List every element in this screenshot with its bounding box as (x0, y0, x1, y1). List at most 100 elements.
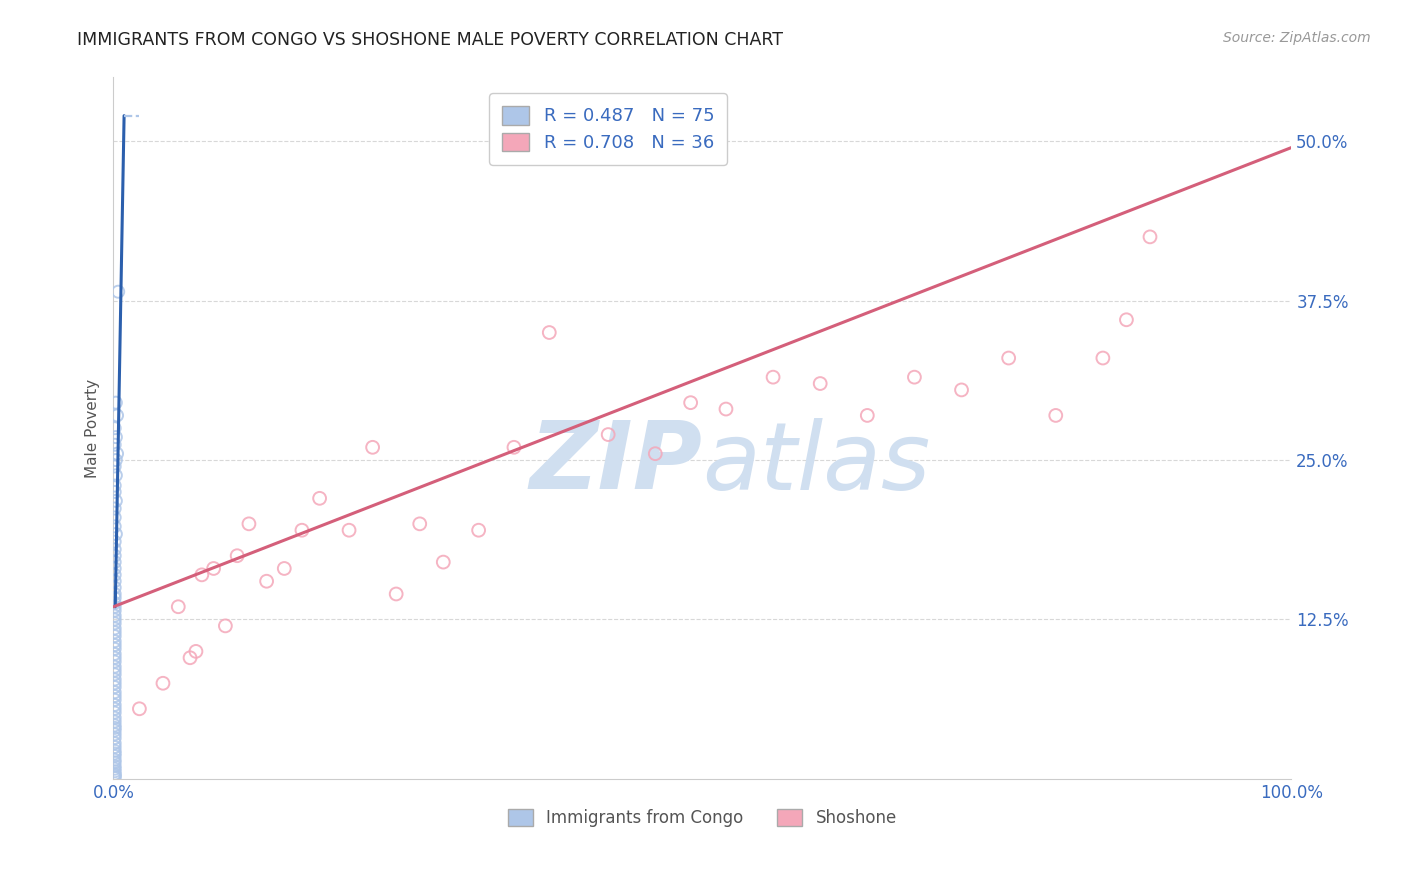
Point (104, 731, 127, 745)
Point (104, 647, 127, 661)
Point (104, 650, 127, 665)
Point (104, 693, 127, 707)
Point (467, 523, 489, 537)
Point (104, 727, 127, 741)
Point (104, 747, 127, 761)
Point (104, 468, 127, 483)
Point (152, 676, 174, 690)
Point (104, 587, 127, 601)
Point (104, 762, 127, 776)
Point (104, 567, 127, 582)
Point (256, 574, 278, 589)
Point (104, 629, 127, 643)
Point (104, 667, 127, 681)
Point (104, 764, 127, 779)
Point (997, 351, 1019, 365)
Point (104, 721, 127, 735)
Point (104, 453, 127, 467)
Point (104, 599, 127, 614)
Point (1115, 312, 1137, 326)
Point (903, 370, 925, 384)
Point (104, 769, 127, 783)
Point (104, 753, 127, 767)
Point (104, 698, 127, 712)
Y-axis label: Male Poverty: Male Poverty (86, 378, 100, 478)
Point (104, 501, 127, 516)
Point (104, 608, 127, 623)
Point (104, 641, 127, 656)
Point (950, 383, 973, 397)
Point (104, 395, 127, 409)
Text: atlas: atlas (703, 417, 931, 508)
Point (308, 491, 330, 506)
Point (538, 326, 561, 340)
Point (361, 440, 384, 454)
Point (104, 527, 127, 541)
Point (128, 702, 150, 716)
Point (184, 644, 207, 658)
Point (104, 756, 127, 770)
Point (104, 768, 127, 782)
Point (291, 523, 314, 537)
Point (104, 542, 127, 557)
Point (104, 767, 127, 781)
Point (104, 438, 127, 452)
Point (1045, 409, 1067, 423)
Point (273, 561, 295, 575)
Text: ZIP: ZIP (530, 417, 703, 509)
Point (104, 759, 127, 773)
Point (644, 447, 666, 461)
Point (598, 427, 620, 442)
Point (104, 739, 127, 754)
Point (104, 659, 127, 673)
Point (104, 459, 127, 474)
Point (714, 402, 737, 417)
Point (104, 625, 127, 640)
Point (104, 612, 127, 626)
Point (104, 664, 127, 678)
Point (679, 395, 702, 409)
Point (762, 370, 785, 384)
Point (385, 587, 408, 601)
Point (503, 440, 526, 454)
Point (104, 748, 127, 763)
Point (104, 561, 127, 575)
Point (104, 638, 127, 652)
Text: Source: ZipAtlas.com: Source: ZipAtlas.com (1223, 31, 1371, 45)
Point (104, 689, 127, 703)
Point (104, 596, 127, 610)
Text: IMMIGRANTS FROM CONGO VS SHOSHONE MALE POVERTY CORRELATION CHART: IMMIGRANTS FROM CONGO VS SHOSHONE MALE P… (77, 31, 783, 49)
Point (1139, 230, 1161, 244)
Point (104, 655, 127, 669)
Point (104, 430, 127, 444)
Point (104, 534, 127, 549)
Point (104, 603, 127, 617)
Point (104, 478, 127, 492)
Point (104, 676, 127, 690)
Point (808, 376, 831, 391)
Point (238, 516, 260, 531)
Point (104, 706, 127, 720)
Point (409, 516, 432, 531)
Point (104, 510, 127, 524)
Point (104, 555, 127, 569)
Point (1091, 351, 1114, 365)
Point (432, 555, 454, 569)
Point (167, 599, 190, 614)
Point (104, 581, 127, 595)
Point (214, 619, 236, 633)
Point (104, 680, 127, 694)
Point (104, 744, 127, 758)
Point (105, 409, 128, 423)
Point (104, 616, 127, 631)
Point (226, 549, 249, 563)
Point (104, 574, 127, 589)
Point (191, 567, 214, 582)
Point (337, 523, 360, 537)
Point (104, 771, 127, 785)
Point (104, 702, 127, 716)
Point (104, 519, 127, 533)
Point (104, 591, 127, 605)
Point (179, 650, 201, 665)
Point (104, 549, 127, 563)
